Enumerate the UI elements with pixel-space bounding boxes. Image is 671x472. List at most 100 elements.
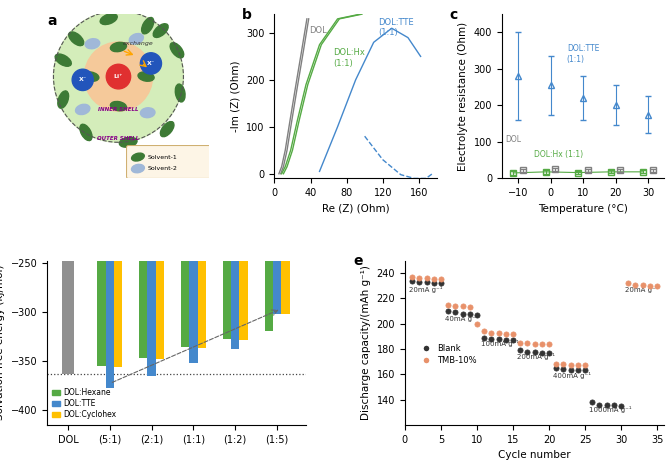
Point — [486, 335, 497, 343]
Ellipse shape — [85, 39, 100, 49]
Bar — [223, 17, 231, 339]
Text: INNER SHELL: INNER SHELL — [98, 107, 139, 112]
Ellipse shape — [160, 122, 174, 137]
Ellipse shape — [130, 34, 144, 44]
Text: 200mA g⁻¹: 200mA g⁻¹ — [517, 353, 555, 360]
Y-axis label: -Im (Z) (Ohm): -Im (Z) (Ohm) — [231, 60, 241, 132]
Text: X⁻: X⁻ — [147, 61, 155, 66]
Point — [486, 329, 497, 337]
Point — [544, 349, 554, 356]
Point — [407, 273, 417, 281]
Ellipse shape — [100, 14, 117, 25]
Text: X⁻: X⁻ — [79, 77, 87, 82]
Point — [616, 402, 627, 410]
Point — [522, 339, 533, 346]
Text: 400mA g⁻¹: 400mA g⁻¹ — [553, 372, 590, 379]
Point — [493, 335, 504, 343]
Point — [435, 279, 446, 287]
Point — [428, 276, 439, 283]
Point — [414, 278, 425, 286]
Ellipse shape — [58, 91, 68, 108]
Point — [428, 279, 439, 287]
Legend: DOL:Hexane, DOL:TTE, DOL:Cyclohex: DOL:Hexane, DOL:TTE, DOL:Cyclohex — [51, 387, 117, 421]
Bar — [181, 17, 189, 347]
Text: b: b — [242, 8, 252, 22]
Point — [501, 337, 511, 344]
Point — [464, 310, 475, 317]
Point — [457, 302, 468, 310]
Point — [515, 339, 525, 346]
Text: OUTER SHELL: OUTER SHELL — [97, 136, 140, 142]
Legend: Blank, TMB-10%: Blank, TMB-10% — [414, 341, 480, 368]
Text: c: c — [450, 8, 458, 22]
X-axis label: Re (Z) (Ohm): Re (Z) (Ohm) — [322, 204, 389, 214]
Text: Solvent-1: Solvent-1 — [148, 154, 177, 160]
Point — [551, 361, 562, 368]
Point — [501, 330, 511, 337]
Bar — [281, 17, 290, 314]
Point — [587, 398, 598, 406]
Point — [479, 328, 490, 335]
Point — [407, 277, 417, 285]
Ellipse shape — [111, 42, 127, 51]
Point — [443, 307, 454, 315]
Ellipse shape — [132, 153, 144, 161]
Point — [572, 362, 583, 369]
Point — [536, 340, 547, 348]
Point — [645, 282, 656, 290]
Point — [565, 367, 576, 374]
Point — [630, 281, 641, 288]
Ellipse shape — [153, 24, 168, 37]
Point — [522, 348, 533, 355]
Point — [594, 401, 605, 408]
Point — [529, 340, 540, 348]
Circle shape — [106, 64, 131, 89]
Point — [421, 274, 432, 282]
Point — [580, 367, 590, 374]
Ellipse shape — [132, 164, 144, 173]
Text: 20mA g⁻¹: 20mA g⁻¹ — [625, 286, 658, 293]
Point — [572, 367, 583, 374]
Point — [464, 303, 475, 311]
Bar — [240, 17, 248, 340]
Point — [450, 302, 461, 310]
Ellipse shape — [111, 101, 127, 111]
Point — [536, 349, 547, 356]
Text: DOL:Hx (1:1): DOL:Hx (1:1) — [534, 150, 584, 159]
X-axis label: Cycle number: Cycle number — [499, 450, 571, 460]
Ellipse shape — [68, 32, 84, 46]
Text: 100mA g⁻¹: 100mA g⁻¹ — [480, 340, 519, 347]
Text: DOL: DOL — [309, 26, 327, 35]
Ellipse shape — [76, 104, 90, 115]
Text: exchange: exchange — [123, 41, 153, 46]
Text: DOL:Hx
(1:1): DOL:Hx (1:1) — [333, 49, 365, 68]
Bar — [189, 17, 197, 363]
Bar — [148, 17, 156, 376]
Circle shape — [140, 53, 162, 74]
Text: DOL: DOL — [505, 135, 521, 144]
Point — [508, 330, 519, 337]
Point — [544, 340, 554, 348]
Bar — [139, 17, 148, 358]
Point — [601, 401, 612, 408]
Bar — [273, 17, 281, 314]
Point — [558, 365, 569, 373]
Text: a: a — [47, 14, 56, 28]
Point — [580, 362, 590, 369]
Text: Solvent-2: Solvent-2 — [148, 166, 178, 171]
Text: DOL:TTE
(1:1): DOL:TTE (1:1) — [567, 44, 599, 64]
Bar — [264, 17, 273, 331]
Point — [565, 362, 576, 369]
Point — [443, 301, 454, 309]
Text: e: e — [353, 254, 362, 268]
Point — [609, 401, 619, 408]
Point — [450, 309, 461, 316]
Point — [414, 274, 425, 282]
Bar — [97, 17, 105, 366]
Bar — [156, 17, 164, 359]
Point — [508, 337, 519, 344]
Point — [457, 310, 468, 317]
Ellipse shape — [83, 72, 99, 81]
Circle shape — [85, 42, 152, 111]
Text: 40mA g⁻¹: 40mA g⁻¹ — [445, 315, 478, 322]
